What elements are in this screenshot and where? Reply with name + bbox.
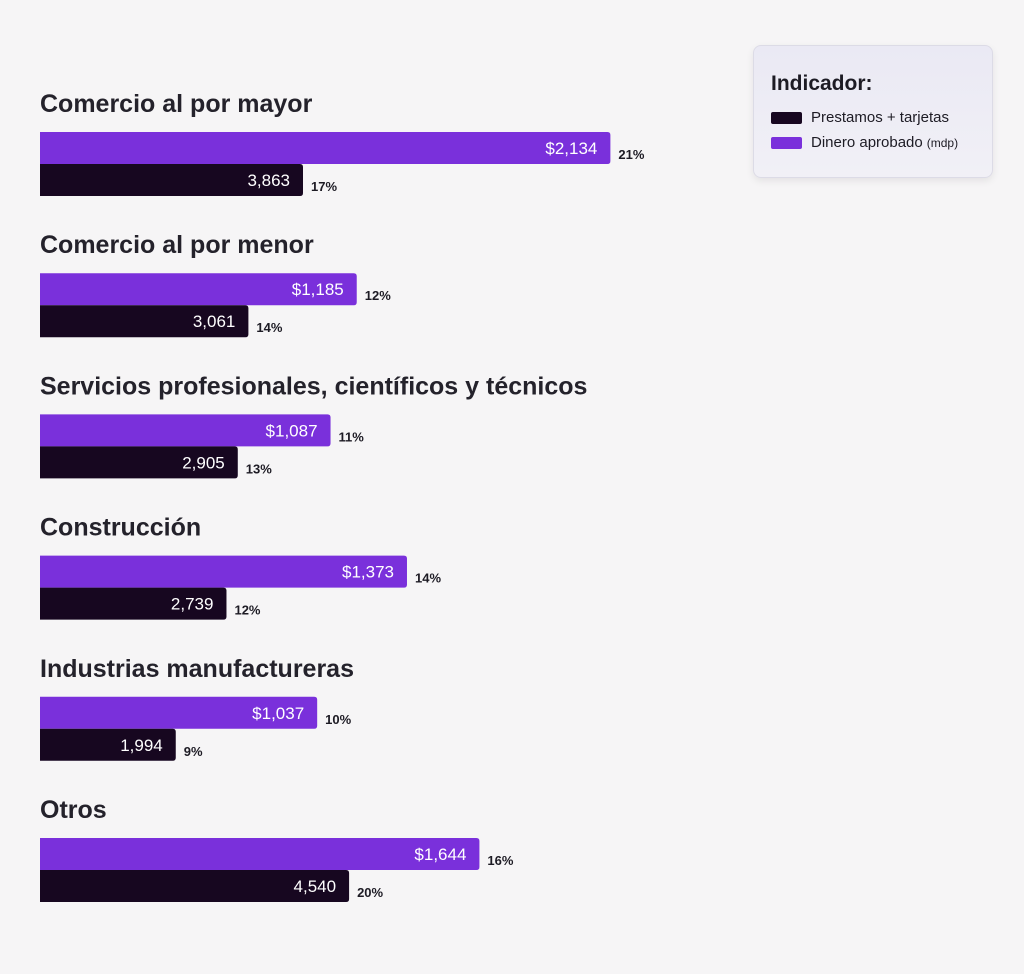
bar-value-label-prestamos: 3,061 — [193, 312, 236, 331]
category-title: Otros — [40, 796, 107, 824]
category-title: Construcción — [40, 514, 201, 542]
category-title: Industrias manufactureras — [40, 655, 354, 683]
bar-value-label-dinero: $2,134 — [545, 139, 597, 158]
category-title: Servicios profesionales, científicos y t… — [40, 372, 587, 400]
bar-percent-label-dinero: 16% — [487, 853, 513, 868]
bar-dinero — [40, 132, 611, 164]
bar-prestamos — [40, 587, 227, 620]
category-title: Comercio al por menor — [40, 231, 314, 259]
bar-percent-label-dinero: 12% — [365, 288, 391, 303]
bar-percent-label-dinero: 10% — [325, 712, 351, 727]
bar-percent-label-prestamos: 20% — [357, 885, 383, 900]
bar-prestamos — [40, 728, 176, 761]
bar-prestamos — [40, 870, 350, 902]
bar-dinero — [40, 838, 480, 870]
bar-dinero — [40, 555, 407, 588]
bar-value-label-dinero: $1,373 — [342, 563, 394, 582]
bar-value-label-dinero: $1,644 — [414, 845, 466, 864]
bar-prestamos — [40, 164, 303, 196]
legend-item-dinero: Dinero aprobado (mdp) — [771, 130, 992, 155]
bar-value-label-prestamos: 2,739 — [171, 595, 214, 614]
bar-value-label-dinero: $1,037 — [252, 704, 304, 723]
category-title: Comercio al por mayor — [40, 90, 313, 118]
bar-percent-label-prestamos: 13% — [246, 461, 272, 476]
bar-value-label-prestamos: 1,994 — [120, 736, 163, 755]
bar-percent-label-prestamos: 17% — [311, 179, 337, 194]
bar-dinero — [40, 273, 357, 306]
bar-value-label-dinero: $1,087 — [266, 421, 318, 440]
legend-label-dinero: Dinero aprobado — [811, 134, 923, 151]
legend-label-dinero-suffix: (mdp) — [926, 135, 959, 150]
bar-percent-label-prestamos: 9% — [184, 744, 203, 759]
legend-swatch-dinero — [771, 136, 802, 149]
bar-percent-label-dinero: 21% — [618, 147, 644, 162]
legend-title: Indicador: — [771, 72, 873, 95]
bar-prestamos — [40, 305, 249, 338]
bar-value-label-prestamos: 4,540 — [294, 877, 337, 896]
bar-percent-label-dinero: 11% — [339, 429, 365, 444]
bar-dinero — [40, 696, 318, 729]
bar-percent-label-prestamos: 12% — [234, 603, 260, 618]
bar-percent-label-dinero: 14% — [415, 571, 441, 586]
legend: Indicador: Prestamos + tarjetas Dinero a… — [753, 45, 993, 178]
legend-item-prestamos: Prestamos + tarjetas — [771, 105, 992, 130]
bar-prestamos — [40, 446, 238, 479]
bar-value-label-prestamos: 3,863 — [247, 171, 290, 190]
bar-dinero — [40, 414, 331, 447]
bar-value-label-dinero: $1,185 — [292, 280, 344, 299]
legend-swatch-prestamos — [771, 111, 802, 124]
bar-percent-label-prestamos: 14% — [256, 320, 282, 335]
legend-label-prestamos: Prestamos + tarjetas — [811, 109, 949, 126]
bar-value-label-prestamos: 2,905 — [182, 453, 225, 472]
